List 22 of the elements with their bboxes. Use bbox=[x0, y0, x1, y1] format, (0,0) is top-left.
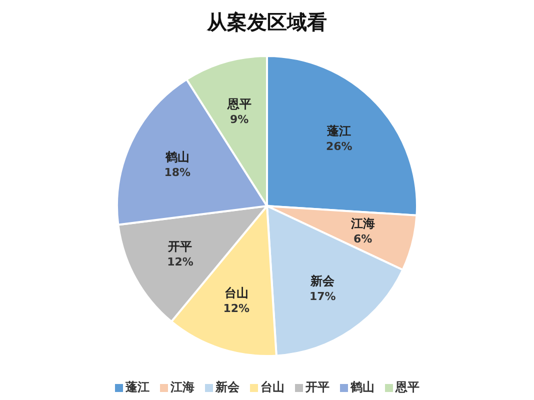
chart-title: 从案发区域看 bbox=[206, 9, 328, 36]
slice-label: 鹤山 bbox=[164, 150, 190, 164]
legend-label: 恩平 bbox=[396, 379, 420, 396]
slice-label: 新会 bbox=[310, 274, 336, 288]
legend-label: 开平 bbox=[306, 379, 330, 396]
data-label: 17% bbox=[309, 290, 336, 303]
data-label: 9% bbox=[230, 112, 249, 126]
slice-label: 蓬江 bbox=[326, 124, 352, 138]
slice-label: 江海 bbox=[350, 216, 375, 231]
data-label: 18% bbox=[164, 166, 191, 179]
legend-label: 新会 bbox=[216, 379, 240, 396]
legend-label: 台山 bbox=[260, 379, 284, 396]
data-label: 12% bbox=[167, 256, 194, 269]
legend-label: 蓬江 bbox=[126, 379, 150, 396]
data-label: 6% bbox=[354, 232, 372, 246]
slice-label: 恩平 bbox=[226, 96, 252, 111]
data-label: 26% bbox=[326, 140, 352, 154]
slice-label: 开平 bbox=[167, 240, 192, 254]
data-label: 12% bbox=[223, 302, 250, 316]
slice-label: 台山 bbox=[224, 286, 248, 300]
legend-label: 江海 bbox=[170, 379, 194, 396]
legend-label: 鹤山 bbox=[350, 379, 374, 396]
